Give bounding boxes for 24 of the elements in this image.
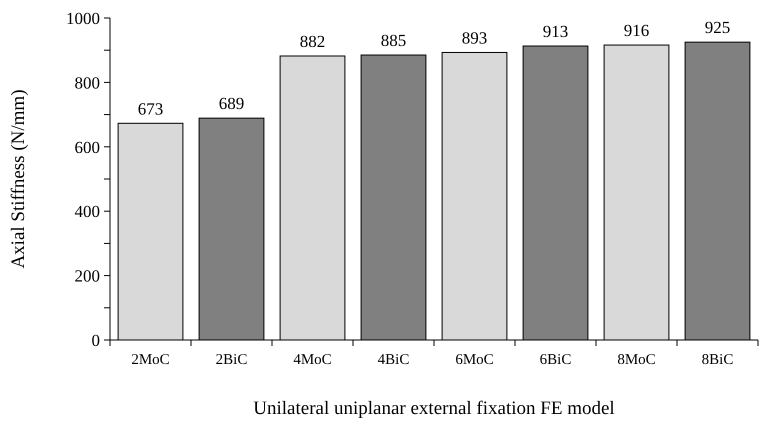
y-tick-label: 800 bbox=[74, 73, 100, 92]
x-tick-label: 2BiC bbox=[216, 352, 248, 368]
data-label: 913 bbox=[542, 22, 568, 42]
x-tick-label: 6MoC bbox=[455, 352, 494, 368]
data-label: 673 bbox=[138, 99, 164, 118]
x-axis-title: Unilateral uniplanar external fixation FE model bbox=[253, 398, 615, 419]
x-tick-label: 8MoC bbox=[617, 352, 656, 368]
x-tick-label: 4BiC bbox=[378, 352, 410, 368]
data-label: 916 bbox=[624, 21, 650, 40]
y-tick-label: 1000 bbox=[66, 8, 100, 28]
y-tick-label: 200 bbox=[74, 266, 100, 286]
x-tick-label: 4MoC bbox=[293, 352, 332, 368]
y-axis-title: Axial Stiffness (N/mm) bbox=[8, 89, 29, 269]
y-tick-label: 400 bbox=[74, 202, 100, 222]
data-label: 893 bbox=[462, 28, 488, 48]
x-tick-label: 6BiC bbox=[540, 352, 572, 368]
y-tick-label: 0 bbox=[92, 330, 100, 350]
y-tick-label: 600 bbox=[74, 138, 100, 157]
data-label: 689 bbox=[218, 94, 244, 114]
data-label: 885 bbox=[380, 31, 406, 50]
x-tick-label: 2MoC bbox=[131, 352, 170, 368]
data-label: 882 bbox=[300, 32, 326, 51]
x-tick-label: 8BiC bbox=[702, 352, 734, 368]
data-label: 925 bbox=[704, 18, 730, 38]
